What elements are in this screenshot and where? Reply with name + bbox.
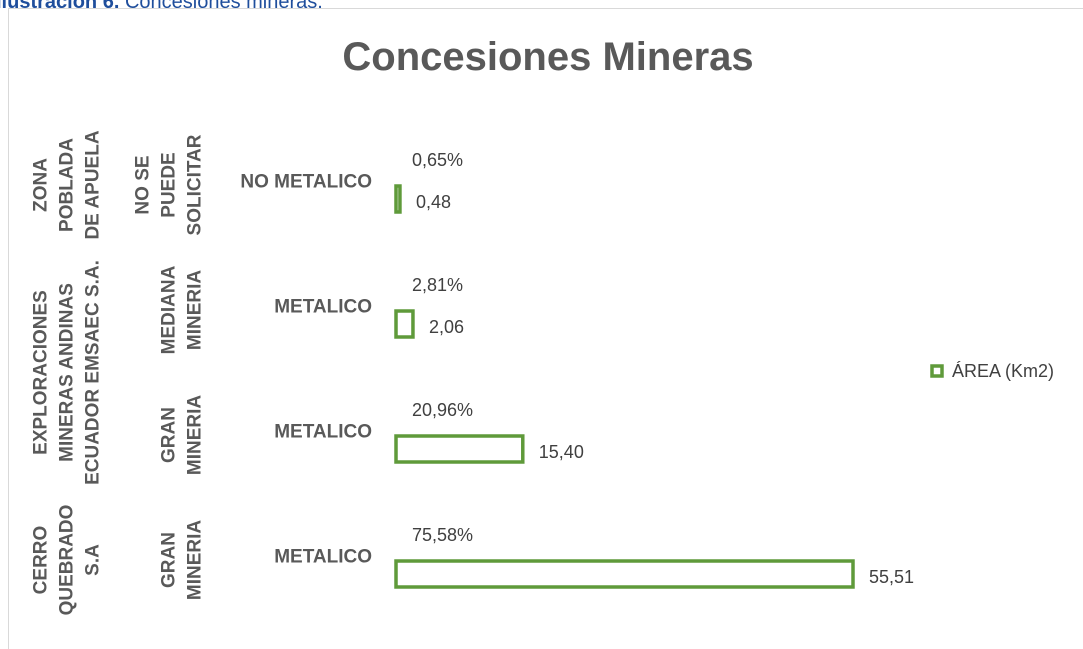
percentage-label: 20,96% [412,400,473,420]
category-class: METALICO [274,297,372,318]
percentage-label: 75,58% [412,525,473,545]
percentage-label: 2,81% [412,275,463,295]
category-company: QUEBRADO [57,505,78,616]
category-company: MINERAS ANDINAS [57,283,78,462]
category-company: DE APUELA [83,130,104,239]
category-kind: GRAN [159,532,180,588]
category-kind: GRAN [159,407,180,463]
caption-label: Ilustración 6. [0,0,119,13]
value-label: 55,51 [869,567,914,587]
category-kind: MINERIA [185,520,206,601]
category-company: ZONA [31,158,52,212]
category-kind: PUEDE [159,152,180,217]
legend-label: ÁREA (Km2) [952,361,1054,381]
value-label: 15,40 [539,442,584,462]
value-label: 2,06 [429,317,464,337]
bar [394,434,525,464]
category-company: POBLADA [57,138,78,232]
bar [394,309,415,339]
category-company: EXPLORACIONES [31,290,52,455]
bar [394,184,402,214]
category-kind: NO SE [133,155,154,214]
chart-title: Concesiones Mineras [342,35,753,79]
category-kind: SOLICITAR [185,134,206,235]
percentage-label: 0,65% [412,150,463,170]
bar [394,559,855,589]
caption-text: Concesiones mineras. [125,0,323,13]
caption: Ilustración 6. Concesiones mineras. [0,0,323,13]
category-kind: MINERIA [185,270,206,351]
category-kind: MINERIA [185,395,206,476]
legend-swatch [930,364,944,378]
category-company: CERRO [31,526,52,595]
category-class: NO METALICO [240,172,372,193]
category-class: METALICO [274,422,372,443]
category-kind: MEDIANA [159,265,180,354]
category-class: METALICO [274,547,372,568]
chart-frame [8,8,1083,649]
category-company: ECUADOR EMSAEC S.A. [83,260,104,485]
category-company: S.A [83,544,104,576]
value-label: 0,48 [416,192,451,212]
